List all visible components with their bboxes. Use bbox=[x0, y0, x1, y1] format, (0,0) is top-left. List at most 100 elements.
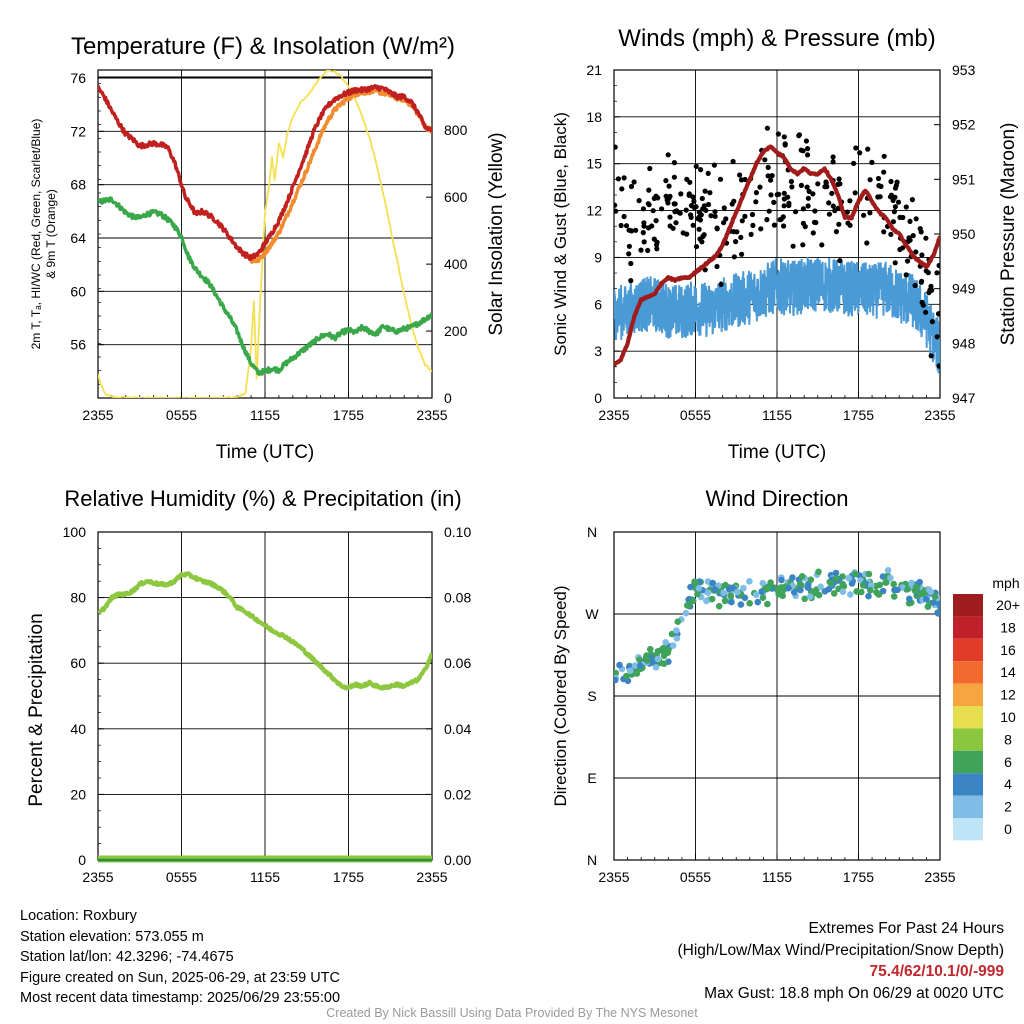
rh-ytick-right-label: 0.10 bbox=[444, 524, 471, 540]
colorbar-swatch bbox=[953, 616, 983, 639]
dir-point bbox=[633, 670, 641, 677]
wind-gust-point bbox=[786, 200, 792, 206]
wind-gust-point bbox=[714, 263, 720, 270]
wind-gust-point bbox=[881, 229, 887, 235]
wind-gust-point bbox=[696, 214, 702, 220]
wind-ytick-right-label: 951 bbox=[952, 171, 976, 187]
wind-gust-point bbox=[750, 222, 756, 228]
colorbar-tick-label: 10 bbox=[1000, 709, 1016, 725]
wind-ytick-label: 21 bbox=[586, 62, 602, 78]
dir-point bbox=[882, 579, 889, 586]
wind-gust-point bbox=[837, 181, 843, 187]
temp-ylabel-left-1: 2m T, Tₐ, HI/WC (Red, Green, Scarlet/Blu… bbox=[29, 119, 43, 350]
dir-point bbox=[711, 586, 719, 593]
dir-point bbox=[766, 583, 773, 591]
wind-gust-point bbox=[845, 220, 851, 226]
wind-gust-point bbox=[800, 242, 806, 248]
wind-gust-point bbox=[654, 246, 660, 252]
wind-gust-point bbox=[934, 334, 940, 340]
wind-gust-point bbox=[671, 160, 678, 166]
temp-ytick-right-label: 200 bbox=[444, 323, 468, 339]
wind-ytick-label: 3 bbox=[594, 343, 602, 359]
wind-gust-point bbox=[813, 219, 819, 226]
dir-point bbox=[674, 618, 682, 625]
wind-gust-point bbox=[836, 176, 842, 182]
wind-gust-point bbox=[888, 178, 894, 185]
wind-gust-point bbox=[909, 197, 916, 203]
wind-gust-point bbox=[836, 221, 842, 227]
rh-ytick-label: 40 bbox=[70, 721, 86, 737]
dir-point bbox=[734, 588, 741, 596]
colorbar-swatch bbox=[953, 750, 983, 774]
wind-xtick-label: 2355 bbox=[598, 407, 629, 423]
wind-gust-point bbox=[865, 146, 871, 152]
wind-gust-point bbox=[667, 223, 673, 229]
dir-point bbox=[687, 583, 694, 591]
station-latlon: Station lat/lon: 42.3296; -74.4675 bbox=[20, 949, 234, 965]
dir-point bbox=[833, 575, 840, 582]
wind-gust-point bbox=[714, 225, 720, 231]
wind-gust-point bbox=[835, 205, 841, 211]
extremes-values: 75.4/62/10.1/0/-999 bbox=[869, 963, 1004, 980]
dir-point bbox=[709, 579, 716, 587]
wind-gust-point bbox=[819, 242, 825, 248]
dir-point bbox=[839, 588, 847, 595]
dir-xtick-label: 2355 bbox=[598, 869, 629, 885]
wind-gust-point bbox=[766, 208, 772, 214]
colorbar-swatch bbox=[953, 594, 983, 617]
dir-title: Wind Direction bbox=[705, 486, 848, 511]
dir-point bbox=[778, 576, 785, 584]
dir-point bbox=[845, 574, 852, 582]
wind-gust-point bbox=[705, 201, 712, 208]
rh-title: Relative Humidity (%) & Precipitation (i… bbox=[64, 486, 461, 511]
dir-point bbox=[694, 590, 701, 598]
dir-point bbox=[875, 591, 883, 598]
wind-gust-points bbox=[614, 125, 940, 369]
wind-gust-point bbox=[705, 170, 711, 176]
temp-ytick-right-label: 600 bbox=[444, 189, 468, 205]
wind-gust-point bbox=[804, 184, 810, 190]
dir-point bbox=[652, 664, 660, 671]
dir-point bbox=[660, 660, 668, 667]
dir-ytick-label: N bbox=[587, 524, 597, 540]
wind-gust-point bbox=[699, 239, 705, 245]
wind-gust-point bbox=[641, 239, 647, 245]
wind-gust-point bbox=[698, 167, 704, 173]
extremes-title: Extremes For Past 24 Hours bbox=[808, 920, 1004, 937]
wind-gust-point bbox=[857, 150, 863, 156]
wind-gust-point bbox=[929, 319, 936, 325]
dir-point bbox=[930, 599, 937, 606]
wind-ylabel-right: Station Pressure (Maroon) bbox=[998, 123, 1019, 346]
wind-gust-point bbox=[867, 177, 873, 183]
wind-gust-point bbox=[829, 190, 835, 196]
wind-gust-point bbox=[810, 191, 816, 197]
wind-gust-point bbox=[917, 226, 923, 232]
wind-gust-point bbox=[708, 213, 714, 219]
wind-gust-point bbox=[913, 216, 919, 222]
wind-gust-point bbox=[636, 198, 642, 204]
dir-point bbox=[759, 579, 767, 587]
dir-point bbox=[614, 669, 620, 677]
rh-xtick-label: 2355 bbox=[82, 869, 113, 885]
dir-point bbox=[774, 586, 781, 594]
rh-ylabel-left: Percent & Precipitation bbox=[26, 613, 47, 806]
wind-gust-point bbox=[738, 177, 745, 183]
dir-point bbox=[876, 581, 883, 589]
wind-gust-point bbox=[649, 223, 655, 229]
max-gust: Max Gust: 18.8 mph On 06/29 at 0020 UTC bbox=[704, 984, 1004, 1002]
wind-gust-point bbox=[892, 260, 898, 266]
wind-gust-point bbox=[800, 148, 806, 154]
wind-gust-point bbox=[837, 258, 843, 264]
dir-point bbox=[934, 610, 940, 617]
wind-gust-point bbox=[928, 283, 934, 289]
dir-point bbox=[637, 662, 644, 669]
wind-gust-point bbox=[666, 183, 672, 189]
wind-gust-point bbox=[812, 208, 818, 214]
colorbar-swatch bbox=[953, 706, 983, 729]
wind-ytick-right-label: 947 bbox=[952, 390, 976, 406]
temp-ylabel-right: Solar Insolation (Yellow) bbox=[486, 132, 507, 335]
wind-ytick-right-label: 950 bbox=[952, 226, 976, 242]
wind-gust-point bbox=[721, 220, 727, 226]
colorbar-tick-label: 8 bbox=[1004, 731, 1012, 747]
colorbar-tick-label: 16 bbox=[1000, 642, 1016, 658]
